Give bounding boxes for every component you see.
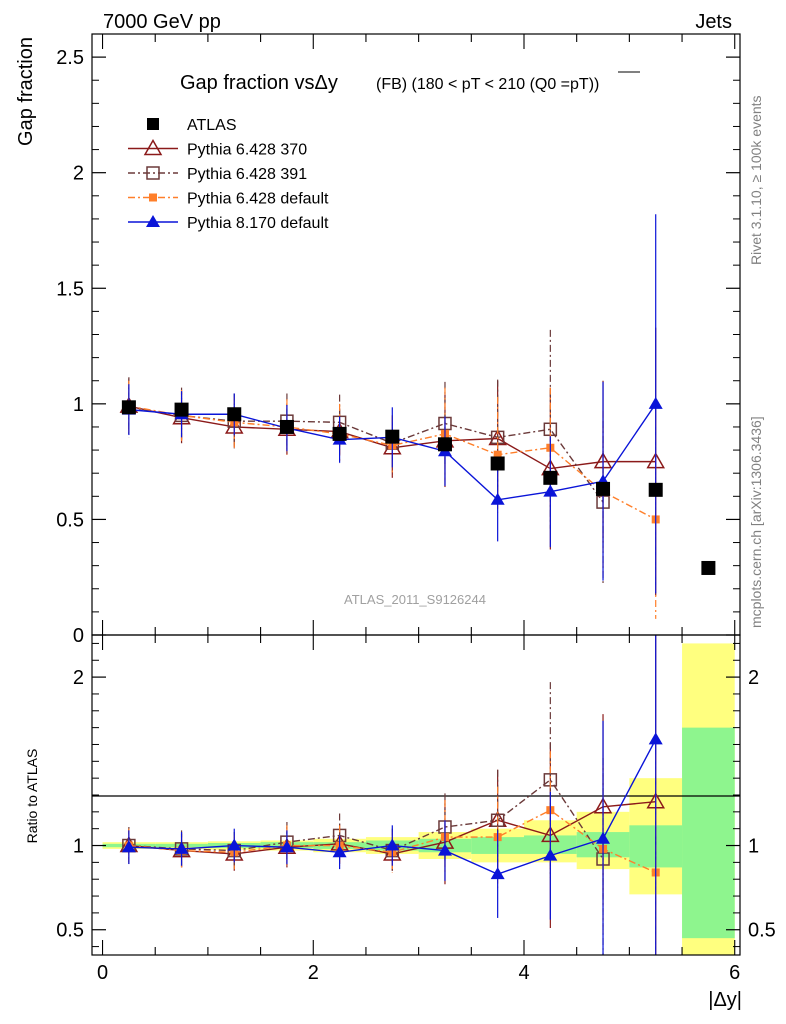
ratio-point-pythia-8-170-default	[174, 841, 189, 854]
ratio-point-pythia-8-170-default	[121, 840, 136, 853]
ratio-y-tick-label: 0.5	[56, 920, 84, 942]
legend-marker-pythia-6-428-default	[149, 193, 157, 202]
legend-marker-atlas	[147, 118, 159, 130]
data-point-atlas	[701, 560, 716, 575]
data-point-atlas	[596, 481, 611, 496]
ratio-y-tick-label-right: 2	[748, 667, 759, 689]
y-tick-label: 0.5	[56, 509, 84, 531]
data-point-pythia-8-170-default	[543, 484, 558, 497]
green-band	[682, 727, 735, 939]
ratio-point-pythia-6-428-391	[490, 813, 505, 828]
x-axis-label: |Δy|	[708, 989, 742, 1011]
y-tick-label: 2.5	[56, 47, 84, 69]
x-tick-label: 6	[729, 962, 740, 984]
data-point-atlas	[121, 400, 136, 415]
main-title-suffix: (FB) (180 < pT < 210 (Q0 =pT))	[376, 76, 599, 93]
ratio-y-tick-label: 2	[73, 667, 84, 689]
y-tick-label: 1.5	[56, 278, 84, 300]
legend-label-pythia-8-170-default: Pythia 8.170 default	[187, 215, 329, 232]
data-point-pythia-6-428-default	[493, 450, 502, 459]
ratio-series-pythia-6-428-370	[119, 635, 665, 955]
data-point-atlas	[490, 456, 505, 471]
ratio-point-pythia-8-170-default	[279, 840, 294, 853]
rivet-version-text: Rivet 3.1.10, ≥ 100k events	[748, 95, 764, 265]
header-right: Jets	[695, 11, 732, 33]
ratio-y-tick-label-right: 0.5	[748, 920, 776, 942]
legend-marker-pythia-6-428-391	[146, 166, 160, 180]
data-point-atlas	[279, 419, 294, 434]
data-point-atlas	[543, 470, 558, 485]
series-pythia-8-170-default	[121, 214, 663, 594]
ratio-y-axis-label: Ratio to ATLAS	[24, 749, 40, 844]
y-tick-label: 1	[73, 394, 84, 416]
ratio-data-layer	[119, 635, 665, 955]
data-point-atlas	[174, 402, 189, 417]
data-point-atlas	[227, 407, 242, 422]
x-tick-label: 2	[308, 962, 319, 984]
ratio-series-pythia-8-170-default	[121, 635, 663, 955]
x-tick-label: 0	[97, 962, 108, 984]
series-atlas	[121, 400, 716, 575]
ratio-point-pythia-8-170-default	[437, 843, 452, 856]
legend-label-pythia-6-428-default: Pythia 6.428 default	[187, 191, 329, 208]
watermark: ATLAS_2011_S9126244	[344, 592, 486, 607]
uncertainty-bands	[102, 643, 735, 955]
x-tick-label: 4	[518, 962, 529, 984]
legend-label-pythia-6-428-391: Pythia 6.428 391	[187, 166, 307, 183]
data-point-pythia-8-170-default	[648, 396, 663, 409]
ratio-series-pythia-6-428-391	[122, 682, 610, 955]
ratio-y-tick-label-right: 1	[748, 836, 759, 858]
legend-marker-pythia-8-170-default	[146, 215, 160, 227]
data-point-atlas	[648, 482, 663, 497]
main-y-axis-label: Gap fraction	[15, 37, 37, 146]
data-point-pythia-8-170-default	[490, 492, 505, 505]
ratio-y-tick-label: 1	[73, 836, 84, 858]
ratio-line-pythia-6-428-391	[128, 778, 604, 860]
legend: ATLAS Pythia 6.428 370 Pythia 6.428 391 Pyt…	[128, 117, 329, 232]
header-left: 7000 GeV pp	[103, 11, 221, 33]
main-title: Gap fraction vsΔy	[180, 72, 338, 94]
series-pythia-6-428-391	[122, 329, 610, 583]
y-tick-label: 0	[73, 625, 84, 647]
legend-label-pythia-6-428-370: Pythia 6.428 370	[187, 142, 307, 159]
ratio-point-pythia-8-170-default	[385, 838, 400, 851]
main-data-layer	[119, 214, 716, 619]
ratio-point-pythia-8-170-default	[596, 831, 611, 844]
ratio-panel: 0.5 0.5 1 1 2 2 0 2 4 6	[56, 634, 776, 984]
ratio-axes: 0.5 0.5 1 1 2 2 0 2 4 6	[56, 635, 776, 984]
data-point-atlas	[332, 426, 347, 441]
ratio-point-pythia-8-170-default	[227, 838, 242, 851]
mcplots-text: mcplots.cern.ch [arXiv:1306.3436]	[748, 416, 764, 628]
ratio-point-pythia-8-170-default	[648, 732, 663, 745]
legend-label-atlas: ATLAS	[187, 117, 237, 134]
ratio-line-pythia-6-428-default	[128, 809, 656, 874]
main-panel: Gap fraction vsΔy (FB) (180 < pT < 210 (…	[56, 33, 741, 647]
ratio-point-pythia-8-170-default	[543, 848, 558, 861]
ratio-point-pythia-8-170-default	[490, 867, 505, 880]
y-tick-label: 2	[73, 163, 84, 185]
main-axes: 0 0.5 1 1.5 2 2.5	[56, 34, 740, 647]
legend-marker-pythia-6-428-370	[143, 138, 163, 156]
ratio-point-pythia-8-170-default	[332, 845, 347, 858]
data-point-atlas	[385, 429, 400, 444]
data-point-atlas	[437, 437, 452, 452]
